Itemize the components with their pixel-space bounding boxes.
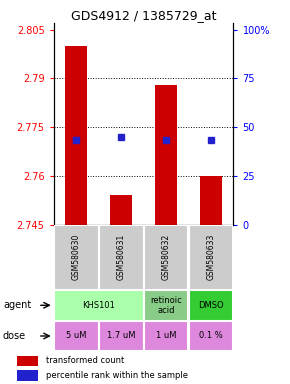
Bar [110, 195, 132, 225]
Text: 1.7 uM: 1.7 uM [107, 331, 135, 341]
Bar [200, 176, 222, 225]
Bar [144, 225, 189, 290]
Bar [17, 370, 38, 381]
Bar [65, 46, 87, 225]
Bar [188, 290, 233, 321]
Bar [99, 225, 144, 290]
Text: GSM580632: GSM580632 [162, 234, 171, 280]
Text: GSM580631: GSM580631 [117, 234, 126, 280]
Bar [188, 225, 233, 290]
Bar [17, 356, 38, 366]
Bar [155, 85, 177, 225]
Title: GDS4912 / 1385729_at: GDS4912 / 1385729_at [71, 9, 216, 22]
Text: 5 uM: 5 uM [66, 331, 86, 341]
Text: 0.1 %: 0.1 % [199, 331, 223, 341]
Bar [144, 290, 189, 321]
Text: retinoic
acid: retinoic acid [150, 296, 182, 315]
Text: agent: agent [3, 300, 31, 310]
Text: 1 uM: 1 uM [156, 331, 176, 341]
Text: GSM580633: GSM580633 [206, 234, 215, 280]
Text: transformed count: transformed count [46, 356, 124, 365]
Bar [54, 290, 144, 321]
Text: dose: dose [3, 331, 26, 341]
Text: GSM580630: GSM580630 [72, 234, 81, 280]
Bar [54, 321, 99, 351]
Text: DMSO: DMSO [198, 301, 224, 310]
Text: percentile rank within the sample: percentile rank within the sample [46, 371, 188, 380]
Bar [99, 321, 144, 351]
Bar [54, 225, 99, 290]
Bar [188, 321, 233, 351]
Bar [144, 321, 189, 351]
Text: KHS101: KHS101 [82, 301, 115, 310]
